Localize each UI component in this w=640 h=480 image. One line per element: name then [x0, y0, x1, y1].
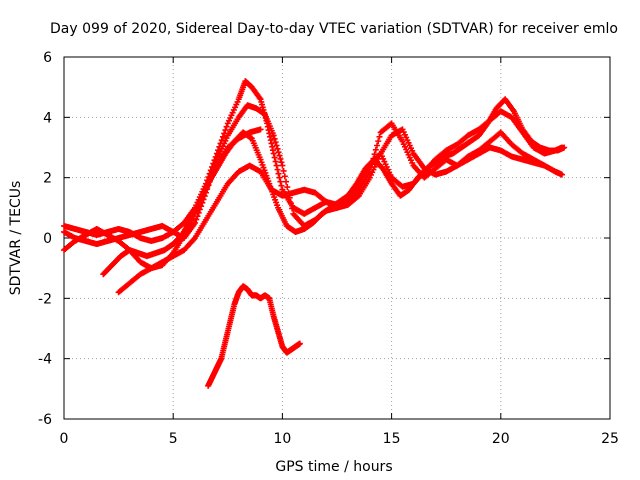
data-point — [284, 184, 291, 191]
data-point — [274, 166, 281, 173]
data-point — [561, 144, 568, 151]
data-point — [558, 171, 565, 178]
x-tick-label: 15 — [383, 431, 401, 447]
data-point — [283, 178, 290, 185]
data-point — [272, 139, 279, 146]
data-point — [372, 146, 379, 153]
data-point — [278, 159, 285, 166]
data-point — [277, 178, 284, 185]
data-point — [289, 205, 296, 212]
data-point — [270, 150, 277, 157]
data-point — [279, 162, 286, 169]
data-point — [272, 158, 279, 165]
series-arc-4 — [100, 96, 568, 278]
series-arc-6 — [205, 283, 303, 389]
data-point — [287, 200, 294, 207]
x-tick-label: 5 — [169, 431, 178, 447]
data-point — [222, 127, 229, 134]
y-tick-label: -6 — [38, 412, 52, 428]
data-point — [541, 162, 548, 169]
data-point — [223, 123, 230, 130]
series-arc-5 — [115, 126, 548, 296]
x-tick-label: 25 — [601, 431, 619, 447]
data-point — [374, 142, 381, 149]
data-point — [281, 173, 288, 180]
data-point — [273, 142, 280, 149]
data-point — [276, 152, 283, 159]
data-point — [274, 145, 281, 152]
data-point — [271, 135, 278, 142]
data-point — [277, 155, 284, 162]
data-point — [375, 138, 382, 145]
axis-ticks: 0 5 10 15 20 25 -6 -4 -2 0 2 4 6 — [38, 50, 619, 447]
y-tick-label: -2 — [38, 291, 52, 307]
x-tick-label: 20 — [492, 431, 510, 447]
data-point — [275, 149, 282, 156]
data-point — [296, 340, 303, 347]
data-point — [257, 126, 264, 133]
data-point — [193, 216, 200, 223]
data-point — [376, 133, 383, 140]
data-point — [271, 154, 278, 161]
y-axis-label: SDTVAR / TECUs — [8, 181, 24, 296]
data-point — [276, 174, 283, 181]
data-point — [275, 170, 282, 177]
data-point — [278, 182, 285, 189]
data-point — [219, 133, 226, 140]
y-tick-label: 4 — [43, 110, 52, 126]
y-tick-label: 2 — [43, 171, 52, 187]
data-point — [371, 151, 378, 158]
y-tick-label: 0 — [43, 231, 52, 247]
x-tick-label: 10 — [273, 431, 291, 447]
data-points — [61, 78, 568, 389]
chart-title: Day 099 of 2020, Sidereal Day-to-day VTE… — [50, 21, 618, 37]
plot-border — [63, 56, 611, 420]
y-tick-label: -4 — [38, 352, 52, 368]
x-tick-label: 0 — [60, 431, 69, 447]
data-point — [280, 167, 287, 174]
data-point — [273, 162, 280, 169]
data-point — [270, 132, 277, 139]
y-tick-label: 6 — [43, 50, 52, 66]
x-axis-label: GPS time / hours — [275, 459, 392, 475]
grid — [64, 57, 610, 419]
